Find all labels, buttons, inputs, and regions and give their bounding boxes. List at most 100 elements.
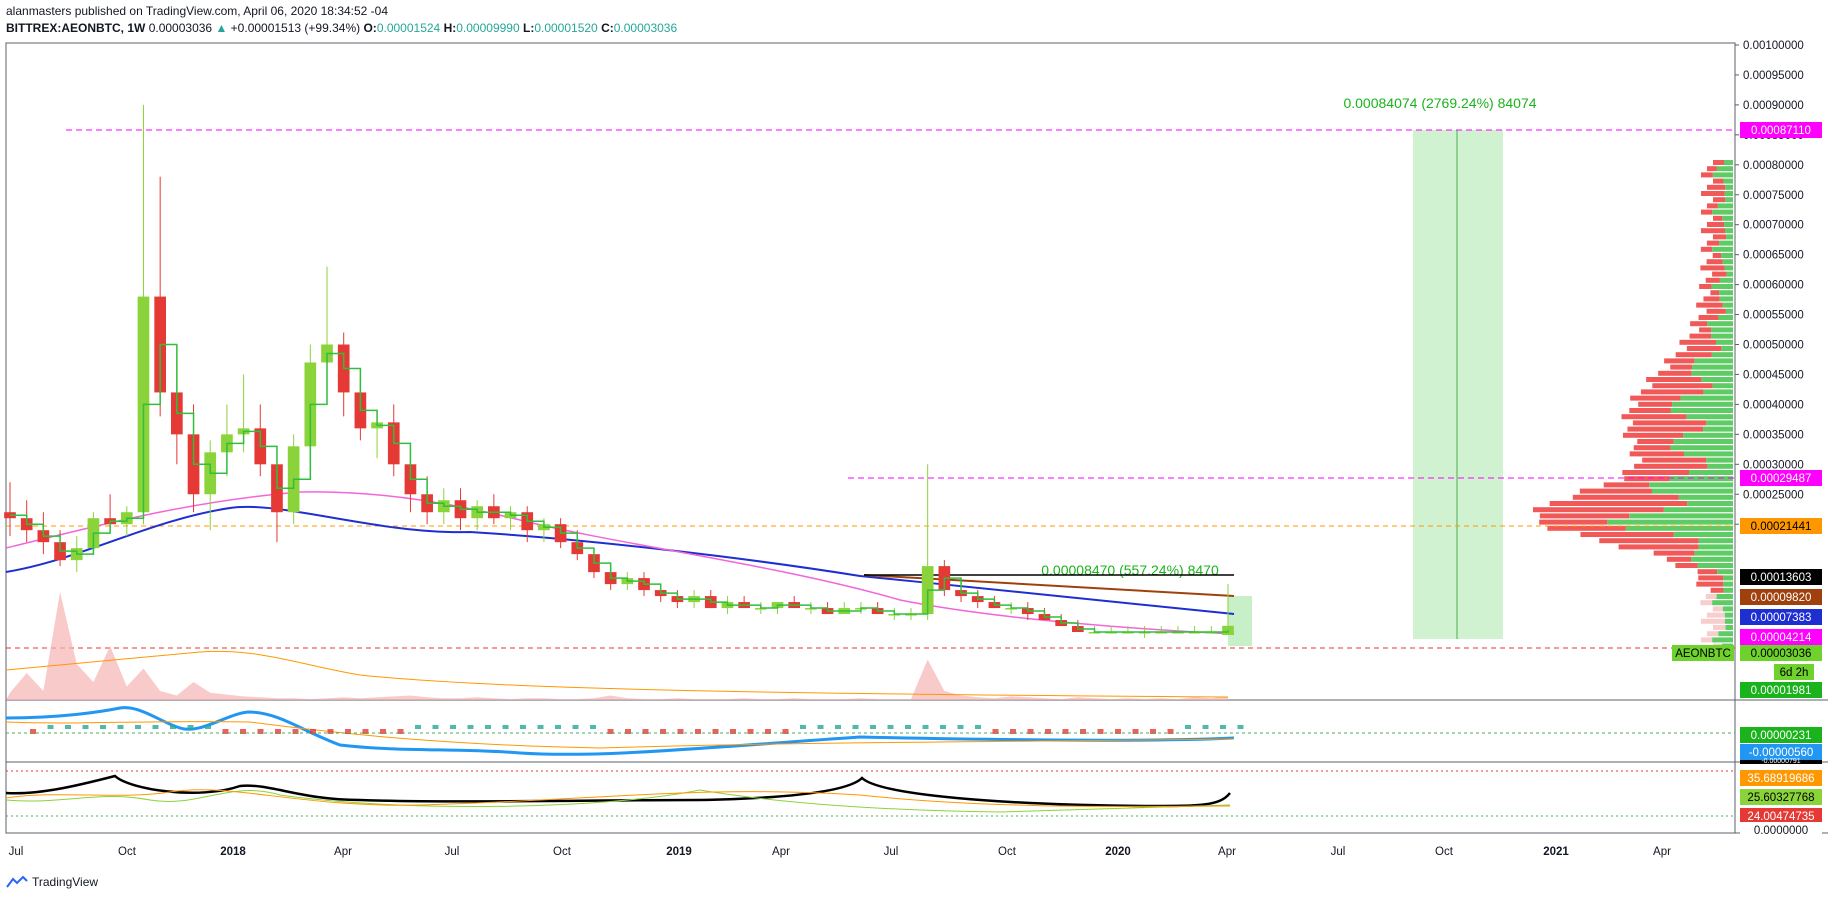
volume-profile-bar [1706,259,1723,265]
macd-histogram-bar [817,725,824,729]
volume-profile-bar [1603,482,1650,488]
macd-histogram-bar [362,729,369,734]
volume-profile-bar [1723,587,1733,593]
osc-tag-bg [1740,822,1822,838]
volume-profile-bar [1686,414,1733,420]
volume-profile-bar [1700,228,1725,234]
volume-profile-bar [1701,377,1733,382]
osc-tag-label: 24.00474735 [1747,811,1814,823]
price-tag-label: 0.00029487 [1751,473,1812,485]
volume-profile-bar [1707,463,1733,469]
time-tick-label: Jul [9,846,24,858]
macd-histogram-bar [537,725,544,729]
volume-profile-bar [1579,488,1652,494]
volume-profile-bar [1533,507,1664,513]
volume-profile-bar [1711,352,1733,358]
volume-profile-bar [1724,222,1733,227]
volume-profile-bar [1651,488,1733,494]
volume-profile-bar [1706,184,1726,190]
macd-histogram-bar [152,725,159,729]
volume-profile-bar [1717,203,1733,209]
symbol-legend: BITTREX:AEONBTC, 1W 0.00003036 ▲ +0.0000… [6,21,677,35]
volume-profile-bar [1724,191,1733,196]
time-tick-label: Apr [772,846,790,858]
volume-profile-bar [1618,544,1699,550]
volume-profile-bar [1637,439,1674,444]
macd-histogram-bar [1132,729,1139,734]
price-tag-bg [1774,664,1814,680]
volume-profile-bar [1694,550,1733,556]
symbol-tag-bg [1672,645,1734,661]
volume-profile-bar [1724,265,1733,271]
macd-histogram-bar [135,725,141,729]
price-tag-label: 0.00009820 [1751,592,1812,604]
macd-signal-line [5,721,1235,749]
volume-profile-bar [1710,587,1724,593]
macd-histogram-bar [572,725,579,729]
macd-histogram-bar [1237,725,1244,729]
volume-profile-bar [1649,482,1733,488]
time-tick-label: Apr [1218,846,1236,858]
volume-profile-bar [1712,172,1733,178]
time-tick-label: 2018 [220,846,246,858]
macd-histogram-bar [170,725,176,729]
macd-histogram-bar [415,725,421,729]
step-indicator-line [10,343,1229,633]
macd-tag-bg [1740,727,1822,743]
macd-histogram-bar [992,729,999,734]
time-tick-label: Oct [998,846,1017,858]
macd-histogram-bar [677,729,684,734]
price-tag-label: 0.00004214 [1751,632,1812,644]
volume-profile-bar [1607,519,1733,525]
price-tag-bg [1740,122,1822,138]
volume-profile-bar [1675,352,1712,358]
macd-histogram-bar [1010,729,1016,734]
volume-profile-bar [1599,538,1699,544]
macd-histogram-bar [432,725,439,729]
publisher-line: alanmasters published on TradingView.com… [6,4,389,18]
macd-histogram-bar [1045,729,1051,734]
macd-histogram-bar [240,729,246,734]
volume-profile-bar [1670,408,1733,413]
volume-profile-bar [1706,457,1733,463]
macd-tag-label: -0.00000560 [1749,747,1814,759]
volume-profile-bar [1711,327,1733,333]
price-tick-label: 0.00040000 [1743,399,1804,411]
close-label: C: [601,21,614,35]
macd-histogram-bar [730,729,736,734]
volume-profile-bar [1638,401,1673,407]
price-tag-bg [1740,629,1822,645]
price-tag-bg [1740,609,1822,625]
price-tick-label: 0.00090000 [1743,100,1804,112]
volume-profile-bar [1712,606,1723,612]
volume-profile-bar [1700,191,1725,196]
volume-profile-bar [1629,513,1733,519]
high-label: H: [443,21,457,35]
volume-profile-bar [1703,389,1733,395]
measure-box-large [1413,130,1503,639]
macd-tag-bg-hidden [1740,760,1822,764]
price-tick-label: 0.00045000 [1743,369,1804,381]
macd-histogram-bar [257,729,264,734]
volume-profile-bar [1698,544,1733,550]
volume-profile-bar [1703,426,1733,432]
volume-profile-bar [1627,426,1704,432]
volume-profile-bar [1698,538,1733,544]
volume-profile-bar [1689,333,1712,339]
macd-histogram-bar [835,725,841,729]
open-value: 0.00001524 [376,21,441,35]
macd-tag-label: -0.00000791 [1761,758,1800,765]
macd-histogram-bar [957,725,964,729]
volume-profile-bar [1725,197,1733,203]
volume-profile-bar [1672,401,1733,407]
volume-profile-bar [1687,501,1733,506]
volume-profile-bar [1658,370,1692,376]
macd-histogram-bar [187,725,194,729]
volume-profile-bar [1722,302,1733,308]
volume-profile-bar [1723,581,1733,587]
volume-profile-bar [1646,377,1702,382]
volume-profile-bar [1712,178,1724,184]
volume-profile-bar [1673,532,1733,537]
symbol-name[interactable]: BITTREX:AEONBTC, 1W [6,21,146,35]
